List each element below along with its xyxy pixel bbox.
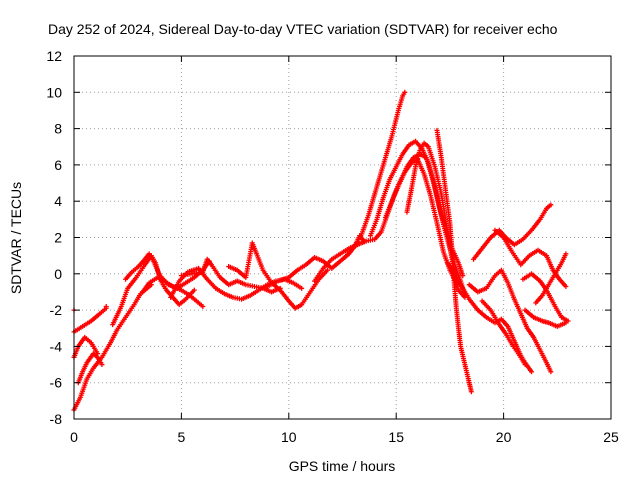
series-track-c [71,303,109,335]
series-track-p [382,156,459,286]
x-tick-label: 20 [496,429,512,445]
series-track-w [479,298,528,368]
grid [74,56,611,419]
data-point [299,285,305,291]
x-tick-label: 10 [281,429,297,445]
series-track-a [71,282,154,413]
y-tick-label: 8 [54,121,62,137]
series-track-e [75,351,105,386]
series-track-h [140,274,206,309]
x-tick-label: 5 [178,429,186,445]
x-tick-label: 0 [70,429,78,445]
data-point [563,251,569,257]
y-tick-label: 6 [54,157,62,173]
y-tick-label: 10 [46,84,62,100]
chart-title: Day 252 of 2024, Sidereal Day-to-day VTE… [48,21,558,37]
y-tick-label: -6 [50,375,63,391]
data-point [402,89,408,95]
series-track-n [342,89,408,260]
data-point [563,320,569,326]
data-point [563,284,569,290]
data-point [103,303,109,309]
y-tick-label: 0 [54,266,62,282]
data-point [460,273,466,279]
data-point [529,369,535,375]
series-track-t [466,267,554,375]
data-point [324,267,330,273]
series-track-x [520,271,571,324]
data-point [200,303,206,309]
series-track-r [434,127,474,395]
series-track-j [178,256,283,295]
data-point [99,362,105,368]
series-track-b [71,334,101,360]
y-tick-label: -2 [50,302,63,318]
data-point [548,369,554,375]
data-point [522,362,528,368]
y-tick-label: -4 [50,338,63,354]
data-point [191,287,197,293]
x-axis-title: GPS time / hours [289,458,396,474]
series-track-z [522,307,569,329]
data-points [71,89,571,413]
series-track-y [533,251,569,306]
axis-ticks: 0 5 10 15 20 25 -8 -6 -4 -2 0 2 4 6 8 10 12 [46,48,619,445]
x-tick-label: 15 [388,429,404,445]
x-tick-label: 25 [603,429,619,445]
data-point [468,389,474,395]
y-tick-label: 4 [54,193,62,209]
data-point [548,202,554,208]
y-axis-title: SDTVAR / TECUs [8,182,24,294]
y-tick-label: 2 [54,230,62,246]
y-tick-label: -8 [50,411,63,427]
y-tick-label: 12 [46,48,62,64]
